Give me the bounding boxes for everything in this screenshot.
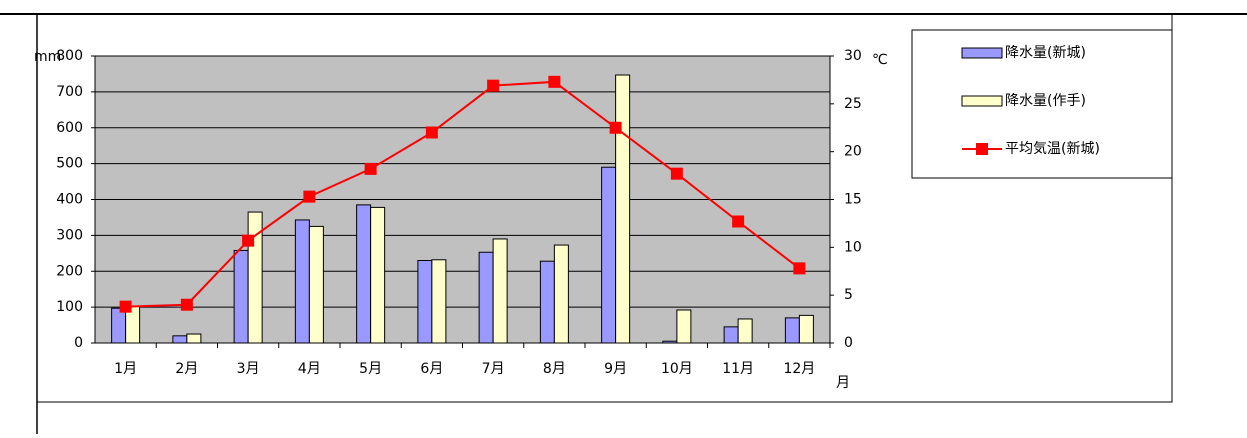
bar <box>492 238 508 344</box>
line-marker <box>303 190 316 203</box>
x-tick-label: 10月 <box>661 361 693 377</box>
bar <box>417 259 433 344</box>
y-tick-label: 400 <box>56 192 83 208</box>
y-tick-label: 700 <box>56 84 83 100</box>
bar <box>601 166 617 344</box>
bar <box>308 225 324 344</box>
x-tick-label: 7月 <box>482 361 505 377</box>
bar <box>798 314 814 344</box>
y-tick-label: 100 <box>56 299 83 315</box>
y-tick-label: 200 <box>56 263 83 279</box>
y2-tick-label: 15 <box>844 192 862 208</box>
bar <box>539 260 555 344</box>
bar <box>615 74 631 344</box>
legend-swatch <box>961 95 1003 107</box>
legend-label: 平均気温(新城) <box>1005 141 1100 157</box>
bar <box>233 249 249 344</box>
bar <box>111 307 127 344</box>
bar <box>676 309 692 344</box>
x-tick-label: 12月 <box>783 361 815 377</box>
bar <box>294 219 310 344</box>
bar <box>186 333 202 344</box>
y-tick-label: 800 <box>56 48 83 64</box>
y2-tick-label: 10 <box>844 239 862 255</box>
bar <box>553 244 569 344</box>
x-tick-label: 2月 <box>175 361 198 377</box>
x-tick-label: 9月 <box>604 361 627 377</box>
line-marker <box>670 167 683 180</box>
x-tick-label: 5月 <box>359 361 382 377</box>
bar <box>723 326 739 344</box>
x-tick-label: 6月 <box>420 361 443 377</box>
line-marker <box>732 215 745 228</box>
line-marker <box>180 298 193 311</box>
x-tick-label: 8月 <box>543 361 566 377</box>
line-marker <box>609 121 622 134</box>
bar <box>172 335 188 344</box>
y2-tick-label: 20 <box>844 144 862 160</box>
x-tick-label: 4月 <box>298 361 321 377</box>
line-marker <box>242 234 255 247</box>
y-tick-label: 300 <box>56 227 83 243</box>
x-axis-label: 月 <box>836 375 850 391</box>
x-tick-label: 11月 <box>722 361 754 377</box>
y-tick-label: 600 <box>56 120 83 136</box>
line-marker <box>364 162 377 175</box>
y2-tick-label: 5 <box>844 287 853 303</box>
y-tick-label: 500 <box>56 156 83 172</box>
bar <box>478 251 494 344</box>
line <box>125 80 800 308</box>
x-tick-label: 3月 <box>237 361 260 377</box>
line-marker <box>793 262 806 275</box>
line-marker <box>548 75 561 88</box>
y2-axis-label: ℃ <box>872 52 888 68</box>
y2-tick-label: 0 <box>844 335 853 351</box>
legend-label: 降水量(新城) <box>1005 45 1086 61</box>
bar <box>356 204 372 344</box>
line-marker <box>119 300 132 313</box>
y2-tick-label: 30 <box>844 48 862 64</box>
bar <box>431 259 447 344</box>
bar <box>370 206 386 344</box>
y-axis-label: mm <box>34 49 61 65</box>
legend-swatch <box>961 47 1003 59</box>
legend-label: 降水量(作手) <box>1005 93 1086 109</box>
bar <box>662 340 678 344</box>
legend-box <box>911 29 1173 179</box>
x-tick-label: 1月 <box>114 361 137 377</box>
line-marker <box>425 126 438 139</box>
y-tick-label: 0 <box>74 335 83 351</box>
chart-border <box>36 13 1173 403</box>
bar <box>784 317 800 344</box>
bar <box>737 318 753 344</box>
y2-tick-label: 25 <box>844 96 862 112</box>
line-marker <box>487 79 500 92</box>
legend-swatch <box>976 143 988 155</box>
